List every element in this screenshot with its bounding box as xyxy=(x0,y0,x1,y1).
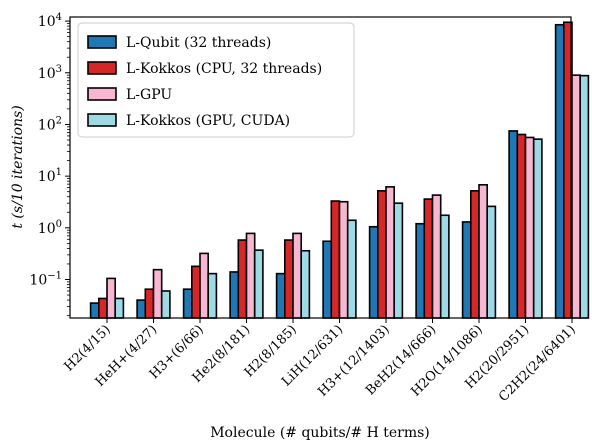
bar-3-3 xyxy=(199,252,209,319)
bar-2-10 xyxy=(516,133,527,319)
bar-2-4 xyxy=(237,239,248,319)
bar-3-7 xyxy=(385,186,395,319)
y-axis: 10−1 100 101 102 103 104 xyxy=(29,12,70,317)
plot-frame xyxy=(69,16,572,319)
bar-2-1 xyxy=(98,297,108,319)
bar-1-3 xyxy=(182,288,193,319)
bar-2-6 xyxy=(330,200,341,319)
bar-1-7 xyxy=(368,225,379,319)
legend-label: L-GPU xyxy=(126,87,172,103)
y-axis-label: t (s/10 iterations) xyxy=(10,105,26,228)
bar-4-9 xyxy=(486,205,497,319)
bar-3-11 xyxy=(571,74,581,319)
bar-4-1 xyxy=(114,297,125,319)
bar-1-11 xyxy=(554,23,565,319)
y-tick-label: 101 xyxy=(38,167,62,185)
bar-4-10 xyxy=(532,138,543,319)
bar-3-6 xyxy=(338,200,349,319)
bar-2-2 xyxy=(144,288,155,319)
bar-4-5 xyxy=(300,249,311,319)
bar-4-4 xyxy=(253,249,264,319)
bar-1-10 xyxy=(508,130,519,319)
bar-2-3 xyxy=(191,265,201,319)
y-tick-label: 103 xyxy=(38,64,62,82)
legend-label: L-Kokkos (CPU, 32 threads) xyxy=(126,61,322,77)
legend-swatch xyxy=(87,61,117,75)
bar-2-5 xyxy=(283,239,294,319)
bar-4-2 xyxy=(160,290,171,319)
bar-2-9 xyxy=(469,190,480,319)
bar-1-6 xyxy=(322,240,333,319)
bar-3-4 xyxy=(245,232,256,319)
bar-1-5 xyxy=(275,272,286,319)
legend-swatch xyxy=(87,87,117,101)
bar-3-2 xyxy=(152,268,163,319)
legend-label: L-Kokkos (GPU, CUDA) xyxy=(126,113,290,129)
bar-1-4 xyxy=(229,271,240,319)
bar-1-1 xyxy=(89,302,100,319)
legend-box xyxy=(77,22,355,138)
y-tick-label: 100 xyxy=(38,219,62,237)
bar-3-8 xyxy=(431,194,442,319)
legend-label: L-Qubit (32 threads) xyxy=(126,35,271,51)
bar-1-2 xyxy=(136,299,147,319)
bar-3-5 xyxy=(292,232,302,319)
bar-4-8 xyxy=(439,214,450,319)
legend-swatch xyxy=(87,35,117,49)
y-tick-label: 102 xyxy=(38,115,62,133)
bar-3-10 xyxy=(524,136,535,319)
bar-4-7 xyxy=(393,202,404,319)
bar-3-1 xyxy=(106,277,116,319)
y-tick-label: 10−1 xyxy=(29,271,62,289)
bar-4-3 xyxy=(207,272,218,319)
legend: L-Qubit (32 threads) L-Kokkos (CPU, 32 th… xyxy=(77,22,355,138)
bar-1-9 xyxy=(461,221,472,319)
y-tick-label: 104 xyxy=(38,12,62,30)
bar-2-7 xyxy=(376,190,387,319)
bars-layer xyxy=(89,21,590,319)
bar-4-6 xyxy=(346,219,357,319)
x-axis-label: Molecule (# qubits/# H terms) xyxy=(210,425,430,441)
bar-1-8 xyxy=(415,222,426,319)
legend-swatch xyxy=(87,113,117,127)
bar-3-9 xyxy=(478,184,488,319)
bar-2-8 xyxy=(423,198,434,319)
bar-4-11 xyxy=(579,74,590,319)
x-axis: H2(4/15)HeH+(4/27)H3+(6/66)He2(8/181)H2(… xyxy=(62,318,579,405)
